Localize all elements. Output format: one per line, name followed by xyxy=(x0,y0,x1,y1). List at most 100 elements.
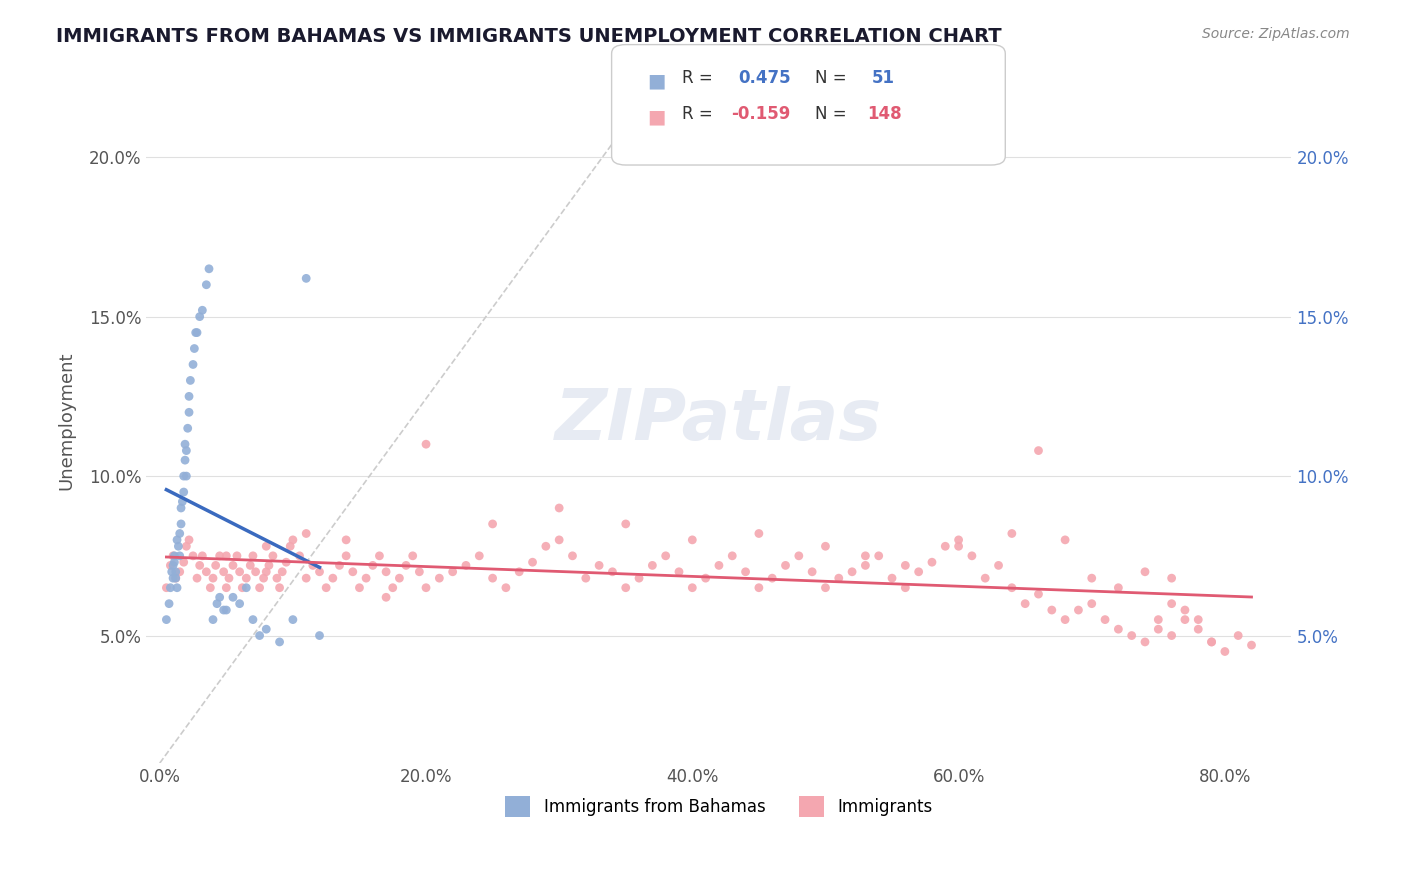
Point xyxy=(654,549,676,563)
Point xyxy=(269,581,291,595)
Point xyxy=(1133,635,1156,649)
Text: ZIPatlas: ZIPatlas xyxy=(555,385,883,455)
Point xyxy=(855,558,877,573)
Point xyxy=(614,581,637,595)
Point xyxy=(242,613,264,627)
Point xyxy=(775,558,797,573)
Text: ■: ■ xyxy=(647,107,665,126)
Point xyxy=(974,571,997,585)
Point xyxy=(1080,597,1102,611)
Point xyxy=(614,516,637,531)
Point xyxy=(1160,597,1182,611)
Point xyxy=(361,558,384,573)
Point xyxy=(249,581,271,595)
Point xyxy=(801,565,824,579)
Point xyxy=(295,526,318,541)
Point xyxy=(173,469,195,483)
Point xyxy=(198,261,221,276)
Point xyxy=(468,549,491,563)
Point xyxy=(162,549,184,563)
Point xyxy=(1160,629,1182,643)
Point xyxy=(188,310,211,324)
Point xyxy=(177,533,200,547)
Legend: Immigrants from Bahamas, Immigrants: Immigrants from Bahamas, Immigrants xyxy=(499,789,939,823)
Point xyxy=(1201,635,1223,649)
Text: -0.159: -0.159 xyxy=(731,105,790,123)
Point xyxy=(921,555,943,569)
Point xyxy=(602,565,624,579)
Point xyxy=(276,555,298,569)
Point xyxy=(177,421,200,435)
Point xyxy=(534,539,557,553)
Point xyxy=(1001,526,1024,541)
Point xyxy=(868,549,890,563)
Point xyxy=(159,581,181,595)
Point xyxy=(1187,613,1209,627)
Point xyxy=(548,500,571,515)
Text: ■: ■ xyxy=(647,71,665,90)
Point xyxy=(191,303,214,318)
Point xyxy=(681,533,703,547)
Point xyxy=(278,539,301,553)
Point xyxy=(1121,629,1143,643)
Point xyxy=(335,549,357,563)
Point xyxy=(948,533,970,547)
Point xyxy=(165,571,187,585)
Point xyxy=(254,539,277,553)
Point xyxy=(522,555,544,569)
Point xyxy=(814,539,837,553)
Point xyxy=(176,443,198,458)
Point xyxy=(368,549,391,563)
Point xyxy=(748,526,770,541)
Point xyxy=(302,558,325,573)
Point xyxy=(495,581,517,595)
Point xyxy=(195,565,218,579)
Point xyxy=(295,571,318,585)
Point xyxy=(228,565,250,579)
Point xyxy=(415,581,437,595)
Point xyxy=(894,581,917,595)
Point xyxy=(1028,587,1050,601)
Point xyxy=(1028,443,1050,458)
Point xyxy=(162,571,184,585)
Point xyxy=(894,558,917,573)
Y-axis label: Unemployment: Unemployment xyxy=(58,351,75,490)
Point xyxy=(1107,622,1129,636)
Point xyxy=(328,558,350,573)
Point xyxy=(242,549,264,563)
Point xyxy=(335,533,357,547)
Point xyxy=(628,571,651,585)
Point xyxy=(174,453,197,467)
Point xyxy=(191,549,214,563)
Point xyxy=(205,597,228,611)
Point xyxy=(201,571,224,585)
Point xyxy=(172,494,194,508)
Point xyxy=(163,549,186,563)
Point xyxy=(761,571,783,585)
Point xyxy=(388,571,411,585)
Point xyxy=(1001,581,1024,595)
Point xyxy=(170,516,193,531)
Point xyxy=(195,277,218,292)
Point xyxy=(828,571,851,585)
Text: N =: N = xyxy=(815,105,846,123)
Point xyxy=(173,555,195,569)
Point xyxy=(235,581,257,595)
Point xyxy=(1080,571,1102,585)
Point xyxy=(787,549,810,563)
Point xyxy=(987,558,1010,573)
Point xyxy=(239,558,262,573)
Point xyxy=(721,549,744,563)
Point xyxy=(641,558,664,573)
Point xyxy=(257,558,280,573)
Point xyxy=(266,571,288,585)
Point xyxy=(308,629,330,643)
Point xyxy=(165,571,187,585)
Point xyxy=(218,571,240,585)
Point xyxy=(308,565,330,579)
Point xyxy=(163,555,186,569)
Point xyxy=(575,571,598,585)
Point xyxy=(814,581,837,595)
Point xyxy=(212,565,235,579)
Point xyxy=(201,613,224,627)
